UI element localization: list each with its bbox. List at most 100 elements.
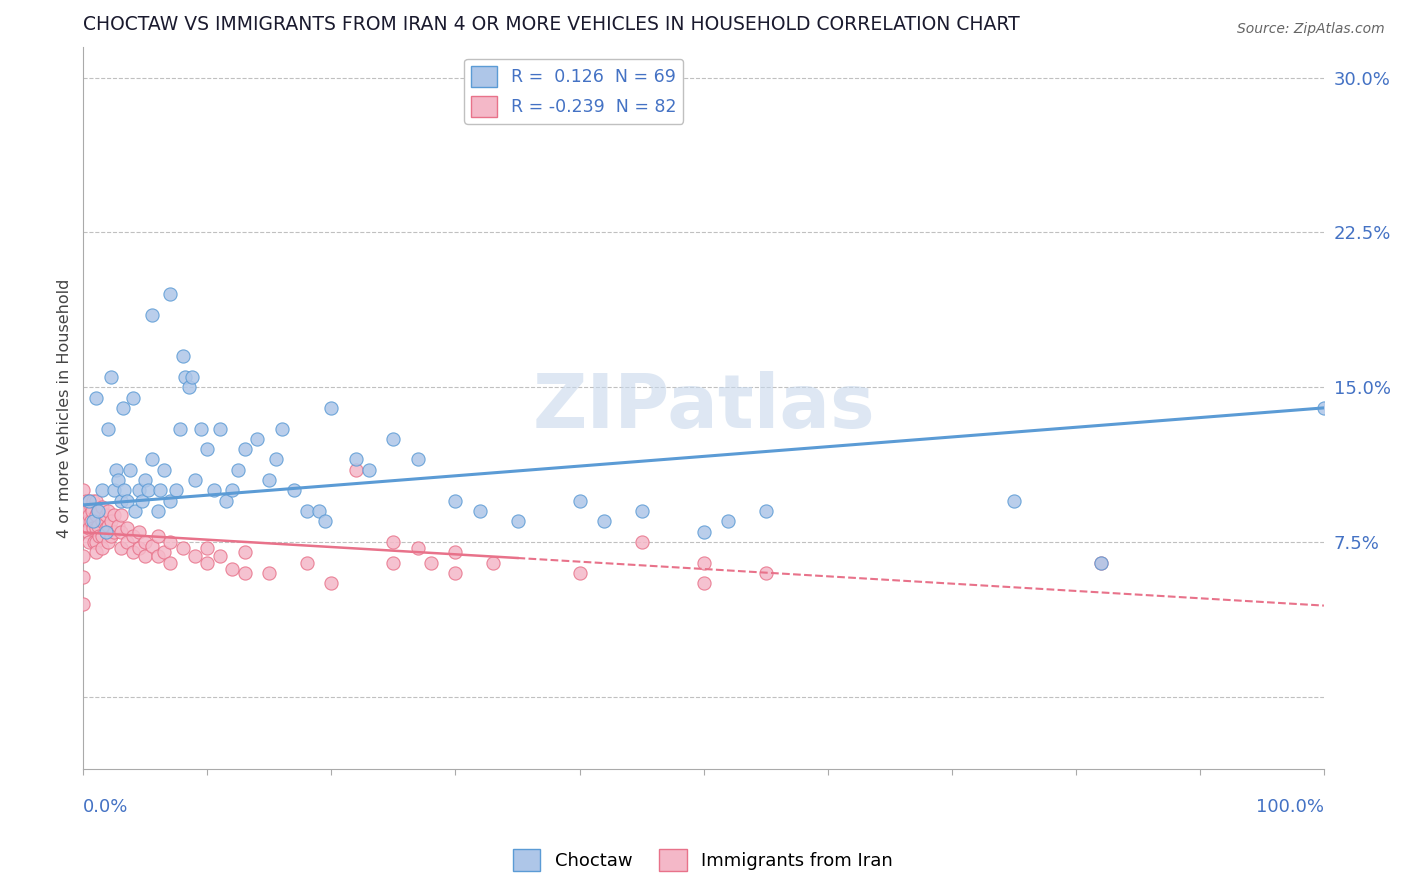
Text: 0.0%: 0.0% [83,798,129,816]
Point [295,556,318,570]
Point [76,504,98,518]
Point [134,535,156,549]
Point [202,483,225,498]
Point [1090,556,1112,570]
Point [100,370,122,384]
Point [419,556,441,570]
Point [481,556,503,570]
Point [165,483,187,498]
Point [233,566,256,580]
Point [568,493,591,508]
Point [593,515,616,529]
Point [233,442,256,457]
Point [382,432,405,446]
Point [124,504,146,518]
Point [136,483,159,498]
Point [134,549,156,564]
Point [195,556,218,570]
Point [344,463,367,477]
Point [141,452,163,467]
Point [122,529,145,543]
Point [382,556,405,570]
Point [215,493,238,508]
Point [79,493,101,508]
Point [406,541,429,556]
Point [692,524,714,539]
Point [184,473,207,487]
Point [103,508,125,523]
Point [100,529,122,543]
Point [79,520,101,534]
Point [80,500,103,514]
Point [89,529,111,543]
Point [82,515,104,529]
Point [321,576,343,591]
Point [72,483,94,498]
Point [97,518,120,533]
Point [110,524,132,539]
Point [174,370,197,384]
Text: Source: ZipAtlas.com: Source: ZipAtlas.com [1237,22,1385,37]
Point [630,535,652,549]
Point [172,349,194,363]
Point [283,483,305,498]
Point [84,493,107,508]
Point [1090,556,1112,570]
Point [84,535,107,549]
Point [382,535,405,549]
Point [77,524,100,539]
Point [122,391,145,405]
Point [82,520,104,534]
Point [94,520,117,534]
Point [94,508,117,523]
Point [228,463,250,477]
Point [184,549,207,564]
Point [181,370,204,384]
Point [87,504,110,518]
Point [506,515,529,529]
Point [159,287,181,301]
Point [97,535,120,549]
Point [82,493,104,508]
Point [159,493,181,508]
Y-axis label: 4 or more Vehicles in Household: 4 or more Vehicles in Household [58,278,72,538]
Point [79,535,101,549]
Point [79,508,101,523]
Point [141,308,163,322]
Point [177,380,200,394]
Point [1313,401,1336,415]
Point [406,452,429,467]
Point [115,493,138,508]
Point [146,549,169,564]
Legend: R =  0.126  N = 69, R = -0.239  N = 82: R = 0.126 N = 69, R = -0.239 N = 82 [464,59,683,124]
Point [308,504,330,518]
Point [692,576,714,591]
Point [246,432,269,446]
Point [80,504,103,518]
Point [134,473,156,487]
Point [84,545,107,559]
Point [90,515,112,529]
Point [115,535,138,549]
Point [149,483,172,498]
Point [104,463,127,477]
Point [80,515,103,529]
Point [84,508,107,523]
Point [72,549,94,564]
Point [110,508,132,523]
Point [110,493,132,508]
Point [110,541,132,556]
Point [122,545,145,559]
Point [314,515,336,529]
Point [128,483,150,498]
Point [87,504,110,518]
Point [128,541,150,556]
Point [72,597,94,611]
Point [90,529,112,543]
Point [107,518,129,533]
Point [90,483,112,498]
Point [120,463,142,477]
Point [295,504,318,518]
Point [755,566,778,580]
Point [115,520,138,534]
